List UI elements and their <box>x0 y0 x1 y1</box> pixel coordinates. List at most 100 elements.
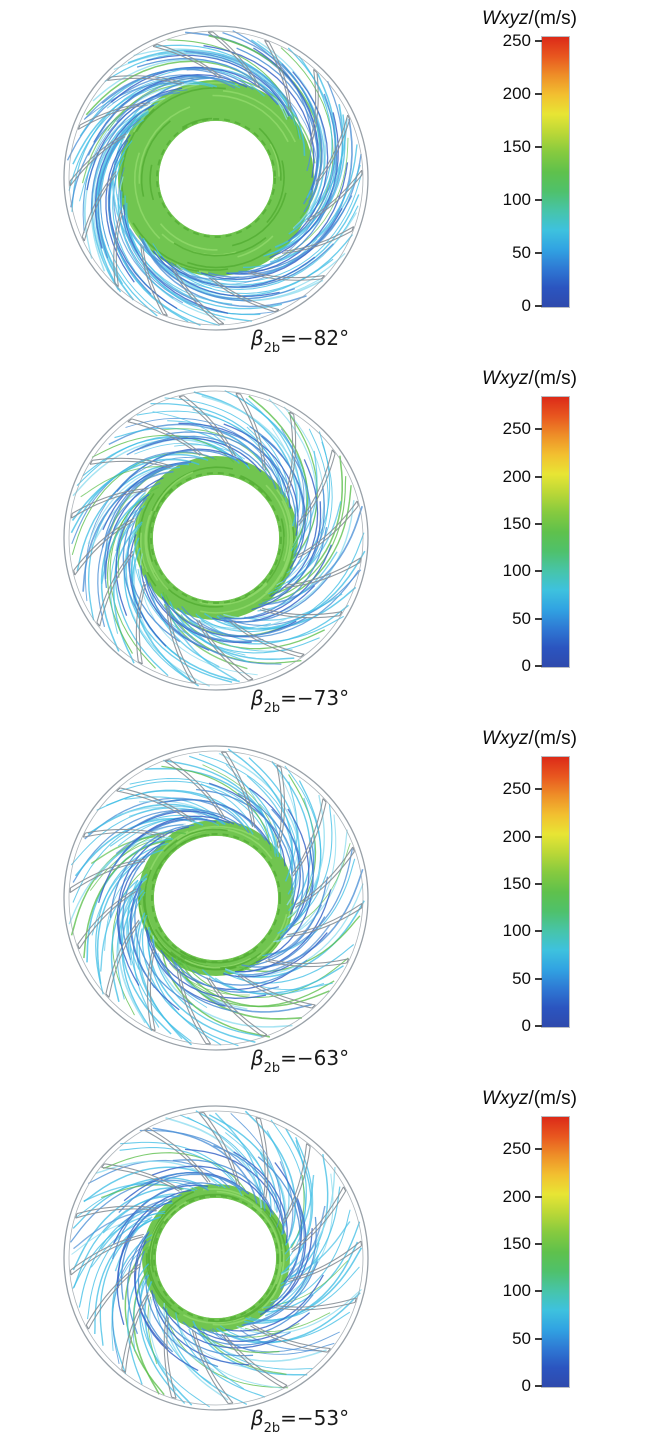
colorbar-tick-label: 200 <box>502 466 531 486</box>
colorbar-unit: /(m/s) <box>528 368 577 389</box>
colorbar-tick-mark <box>535 428 542 431</box>
colorbar-legend: Wxyz/(m/s) 250 200 150 100 50 0 <box>437 720 647 1080</box>
high-velocity-ring <box>134 456 298 620</box>
colorbar-tick-label: 200 <box>502 826 531 846</box>
colorbar-tick-label: 0 <box>521 296 531 315</box>
beta-subscript: 2b <box>263 1421 281 1436</box>
panel-beta-73: β2b=−73° Wxyz/(m/s) 250 200 150 100 50 0 <box>0 360 647 720</box>
hub <box>153 1195 279 1321</box>
colorbar-tick-mark <box>535 882 542 885</box>
beta-subscript: 2b <box>263 1061 281 1076</box>
colorbar-tick-mark <box>535 617 542 620</box>
colorbar-unit: /(m/s) <box>528 1088 577 1109</box>
colorbar-tick-label: 100 <box>502 1281 531 1301</box>
colorbar-tick-label: 150 <box>502 137 531 157</box>
beta-symbol: β <box>250 1046 264 1070</box>
panel-beta-53: β2b=−53° Wxyz/(m/s) 250 200 150 100 50 0 <box>0 1080 647 1440</box>
colorbar-tick-mark <box>535 835 542 838</box>
hub <box>151 833 281 963</box>
colorbar-tick-mark <box>535 199 542 202</box>
colorbar-tick-mark <box>535 93 542 96</box>
colorbar-title: Wxyz/(m/s) <box>482 368 577 390</box>
colorbar-unit: /(m/s) <box>528 8 577 29</box>
colorbar-title: Wxyz/(m/s) <box>482 8 577 30</box>
colorbar-tick-mark <box>535 1195 542 1198</box>
colorbar-gradient <box>541 396 570 668</box>
outer-rim <box>63 385 369 691</box>
caption-value: =−53° <box>280 1406 350 1430</box>
caption-value: =−73° <box>280 686 350 710</box>
colorbar-tick-label: 200 <box>502 84 531 104</box>
colorbar-title: Wxyz/(m/s) <box>482 1088 577 1110</box>
hub <box>150 472 282 604</box>
colorbar-tick-label: 0 <box>521 1376 531 1395</box>
high-velocity-ring <box>138 820 294 976</box>
panel-beta-63: β2b=−63° Wxyz/(m/s) 250 200 150 100 50 0 <box>0 720 647 1080</box>
colorbar-unit: /(m/s) <box>528 728 577 749</box>
colorbar-variable: Wxyz <box>482 1088 529 1109</box>
colorbar-gradient <box>541 36 570 308</box>
colorbar-tick-label: 50 <box>512 243 531 263</box>
beta-subscript: 2b <box>263 341 281 356</box>
outer-rim <box>63 745 369 1051</box>
colorbar-title: Wxyz/(m/s) <box>482 728 577 750</box>
rotor-blades <box>69 1111 363 1405</box>
beta-symbol: β <box>250 686 264 710</box>
outer-rim <box>63 25 369 331</box>
beta-subscript: 2b <box>263 701 281 716</box>
colorbar-gradient <box>541 756 570 1028</box>
hub <box>156 118 276 238</box>
colorbar-tick-label: 150 <box>502 513 531 533</box>
colorbar-tick-mark <box>535 40 542 43</box>
colorbar-tick-mark <box>535 665 542 667</box>
colorbar-tick-mark <box>535 977 542 980</box>
panel-beta-82: β2b=−82° Wxyz/(m/s) 250 200 150 100 50 0 <box>0 0 647 360</box>
caption-value: =−63° <box>280 1046 350 1070</box>
colorbar-tick-label: 100 <box>502 190 531 210</box>
colorbar-tick-label: 150 <box>502 1233 531 1253</box>
recirculation-streamlines <box>86 45 353 314</box>
colorbar-tick-mark <box>535 1290 542 1293</box>
high-velocity-ring <box>118 80 314 276</box>
colorbar-variable: Wxyz <box>482 368 529 389</box>
colorbar-tick-label: 50 <box>512 968 531 988</box>
colorbar-tick-label: 250 <box>502 419 531 439</box>
colorbar-tick-mark <box>535 1385 542 1387</box>
colorbar-tick-label: 150 <box>502 873 531 893</box>
colorbar-tick-mark <box>535 1148 542 1151</box>
panel-caption: β2b=−53° <box>190 1406 410 1436</box>
colorbar-tick-label: 250 <box>502 779 531 799</box>
panel-caption: β2b=−73° <box>190 686 410 716</box>
colorbar-tick-mark <box>535 305 542 307</box>
colorbar-tick-label: 50 <box>512 608 531 628</box>
colorbar-tick-label: 50 <box>512 1328 531 1348</box>
colorbar-tick-label: 100 <box>502 561 531 581</box>
panel-caption: β2b=−82° <box>190 326 410 356</box>
rotor-blades <box>69 31 363 325</box>
outer-rim <box>63 1105 369 1411</box>
colorbar-variable: Wxyz <box>482 8 529 29</box>
colorbar-tick-mark <box>535 1242 542 1245</box>
colorbar-tick-mark <box>535 522 542 525</box>
rotor-blades <box>70 392 362 684</box>
colorbar-legend: Wxyz/(m/s) 250 200 150 100 50 0 <box>437 360 647 720</box>
recirculation-streamlines <box>97 782 332 1014</box>
colorbar-tick-label: 0 <box>521 656 531 675</box>
colorbar-tick-label: 200 <box>502 1186 531 1206</box>
colorbar-tick-mark <box>535 252 542 255</box>
streamline-plot <box>63 745 369 1051</box>
rotor-blades <box>69 751 363 1045</box>
colorbar-tick-mark <box>535 146 542 149</box>
colorbar-tick-mark <box>535 788 542 791</box>
colorbar-tick-mark <box>535 570 542 573</box>
colorbar-tick-label: 250 <box>502 31 531 51</box>
panel-caption: β2b=−63° <box>190 1046 410 1076</box>
streamline-plot <box>63 385 369 691</box>
caption-value: =−82° <box>280 326 350 350</box>
colorbar-legend: Wxyz/(m/s) 250 200 150 100 50 0 <box>437 0 647 360</box>
streamline-plot <box>63 25 369 331</box>
beta-symbol: β <box>250 1406 264 1430</box>
colorbar-tick-mark <box>535 475 542 478</box>
colorbar-tick-label: 100 <box>502 921 531 941</box>
